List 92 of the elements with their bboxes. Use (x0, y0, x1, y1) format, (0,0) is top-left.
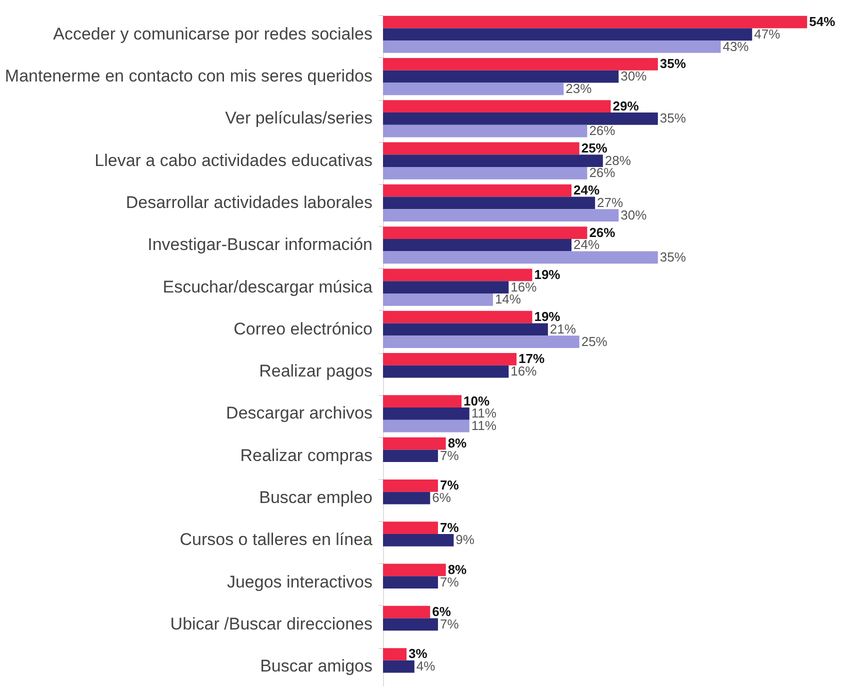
data-label: 27% (597, 194, 624, 210)
data-label: 3% (408, 646, 428, 662)
bar (383, 70, 619, 83)
y-tick-label: Llevar a cabo actividades educativas (94, 150, 372, 170)
data-label: 30% (620, 207, 648, 222)
data-label: 43% (722, 38, 750, 54)
bar (383, 310, 532, 324)
data-label: 35% (660, 56, 686, 72)
data-label: 24% (573, 237, 600, 252)
bar (383, 268, 532, 282)
bar (383, 28, 752, 41)
y-tick-label: Juegos interactivos (226, 572, 372, 592)
bar (383, 226, 588, 239)
bar (383, 618, 438, 631)
bar (383, 408, 470, 420)
data-label: 7% (440, 574, 460, 590)
data-label: 16% (510, 279, 538, 294)
data-label: 17% (518, 351, 545, 366)
bar (383, 564, 446, 576)
bar (383, 534, 454, 546)
bar (383, 238, 572, 252)
bar (383, 420, 470, 432)
bar (383, 142, 580, 155)
bar (383, 112, 658, 125)
bar (383, 492, 430, 504)
bar (383, 576, 438, 588)
data-label: 30% (620, 68, 648, 84)
data-label: 54% (809, 14, 836, 30)
bar (383, 196, 596, 210)
y-tick-label: Ubicar /Buscar direcciones (170, 614, 372, 634)
bar (383, 16, 808, 28)
data-label: 14% (494, 292, 522, 307)
data-label: 47% (754, 26, 781, 42)
data-label: 7% (440, 520, 460, 535)
data-label: 11% (471, 406, 497, 421)
bar (383, 58, 658, 70)
data-label: 9% (456, 532, 475, 548)
data-label: 24% (573, 182, 600, 198)
y-tick-label: Ver películas/series (225, 108, 372, 128)
data-label: 11% (471, 418, 497, 434)
bar (383, 154, 603, 168)
bar (383, 184, 572, 197)
bar (383, 281, 509, 294)
y-tick-label: Realizar pagos (259, 362, 372, 381)
bar (383, 167, 588, 180)
bar (383, 40, 721, 53)
data-label: 7% (440, 478, 460, 493)
bar (383, 251, 658, 264)
data-label: 25% (581, 334, 608, 349)
y-tick-label: Escuchar/descargar música (162, 277, 374, 296)
y-tick-label: Mantenerme en contacto con mis seres queridos (4, 66, 372, 86)
data-label: 10% (464, 393, 490, 408)
data-label: 35% (660, 110, 686, 126)
bar (383, 323, 548, 336)
bar (383, 450, 438, 462)
bar (383, 209, 619, 222)
y-tick-label: Desarrollar actividades laborales (126, 192, 372, 212)
bar (383, 336, 580, 348)
bar (383, 353, 517, 366)
bar (383, 395, 462, 408)
bar (383, 606, 430, 618)
data-label: 19% (534, 266, 561, 282)
data-label: 29% (612, 98, 640, 114)
bar (383, 124, 588, 138)
y-tick-label: Investigar-Buscar información (148, 235, 372, 254)
y-tick-label: Buscar empleo (259, 488, 372, 508)
data-label: 25% (581, 140, 608, 156)
bar (383, 522, 438, 534)
data-label: 23% (566, 80, 592, 96)
y-tick-label: Correo electrónico (234, 319, 372, 338)
data-label: 26% (589, 224, 616, 240)
data-label: 4% (416, 658, 436, 674)
bar (383, 365, 509, 378)
bar (383, 479, 438, 492)
data-label: 8% (448, 562, 468, 577)
bar (383, 660, 414, 673)
bar (383, 437, 446, 450)
y-tick-label: Realizar compras (240, 446, 372, 465)
y-tick-label: Buscar amigos (260, 656, 372, 676)
y-tick-label: Acceder y comunicarse por redes sociales (53, 24, 372, 44)
y-tick-label: Descargar archivos (226, 404, 372, 423)
data-label: 26% (589, 123, 616, 138)
data-label: 6% (432, 490, 452, 506)
bar (383, 100, 611, 113)
data-label: 28% (604, 152, 632, 168)
y-tick-label: Cursos o talleres en línea (180, 530, 374, 550)
data-label: 26% (589, 165, 616, 180)
bar (383, 82, 564, 96)
data-label: 35% (660, 249, 686, 264)
bar (383, 293, 493, 306)
data-label: 16% (510, 364, 538, 379)
bar (383, 648, 407, 660)
